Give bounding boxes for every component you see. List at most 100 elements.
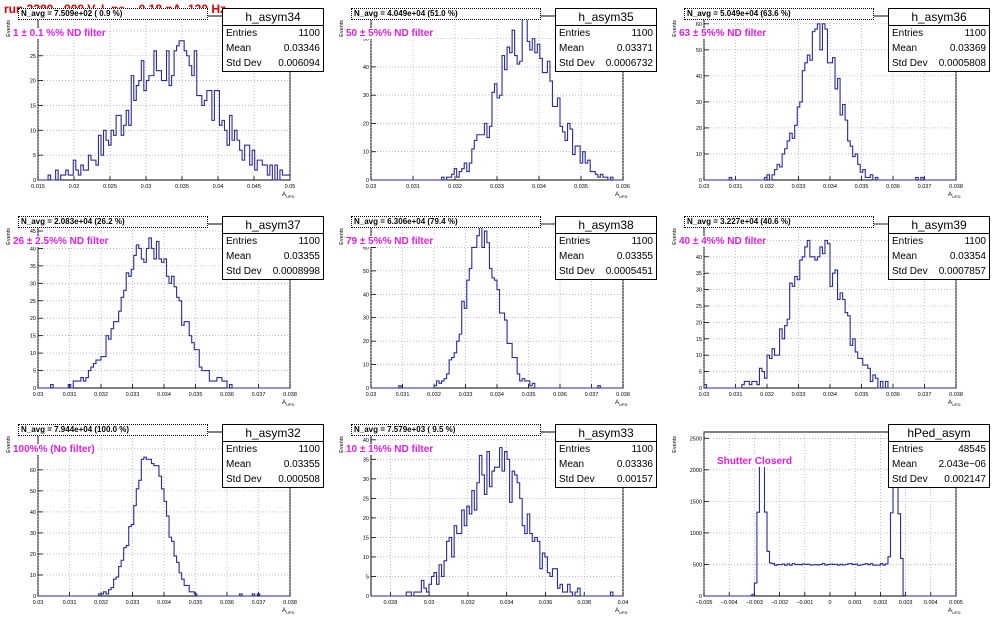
filter-annotation: 50 ± 5%% ND filter xyxy=(345,28,435,39)
x-tick-label: 0.035 xyxy=(189,392,203,398)
y-tick-label: 15 xyxy=(30,334,36,340)
y-tick-label: 2500 xyxy=(690,436,702,442)
histogram-name: h_asym32 xyxy=(223,425,323,442)
stats-label-mean: Mean xyxy=(892,43,918,54)
y-tick-label: 25 xyxy=(30,54,36,60)
stats-row-mean: Mean 0.03336 xyxy=(556,457,656,472)
y-tick-label: 10 xyxy=(696,152,702,158)
navg-label: N_avg = 7.509e+02 ( 0.9 %) xyxy=(18,8,208,20)
histogram-panel-h_asym32: 0.03 0.031 0.032 0.033 0.034 0.035 0.036 0.037 0… xyxy=(0,416,332,624)
histogram-name: h_asym37 xyxy=(223,217,323,234)
y-tick-label: 25 xyxy=(363,496,369,502)
stats-value-mean: 2.043e−06 xyxy=(938,459,986,470)
stats-row-stddev: Std Dev 0.00157 xyxy=(556,472,656,487)
navg-label: N_avg = 3.227e+04 (40.6 %) xyxy=(684,216,874,228)
stats-row-entries: Entries 1100 xyxy=(556,234,656,249)
x-axis-label: AUPD xyxy=(282,192,295,199)
x-tick-label: 0.031 xyxy=(729,392,743,398)
stats-value-entries: 1100 xyxy=(964,236,986,247)
histogram-name: h_asym34 xyxy=(223,9,323,26)
histogram-name: h_asym35 xyxy=(556,9,656,26)
histogram-panel-h_asym36: 0.03 0.031 0.032 0.033 0.034 0.035 0.036 0.037 0… xyxy=(666,0,998,208)
stats-label-stddev: Std Dev xyxy=(559,58,595,69)
x-tick-label: 0.05 xyxy=(285,184,296,190)
stats-label-entries: Entries xyxy=(559,236,591,247)
y-tick-label: 30 xyxy=(363,477,369,483)
stats-value-mean: 0.03354 xyxy=(949,251,986,262)
histogram-line xyxy=(371,225,623,389)
y-tick-label: 0 xyxy=(699,178,702,184)
navg-label: N_avg = 7.944e+04 (100.0 %) xyxy=(18,424,208,436)
x-axis-label: AUPD xyxy=(282,400,295,407)
x-tick-label: 0.033 xyxy=(792,392,806,398)
x-tick-label: 0.034 xyxy=(500,600,514,606)
stats-value-entries: 1100 xyxy=(631,444,653,455)
x-tick-label: 0.03 xyxy=(366,184,377,190)
x-tick-label: 0.031 xyxy=(63,392,77,398)
stats-row-stddev: Std Dev 0.0008998 xyxy=(223,264,323,279)
stats-row-mean: Mean 0.03371 xyxy=(556,41,656,56)
x-tick-label: 0.036 xyxy=(553,392,567,398)
stats-value-stddev: 0.000508 xyxy=(278,474,320,485)
y-tick-label: 10 xyxy=(696,353,702,359)
x-tick-label: 0.03 xyxy=(366,392,377,398)
y-tick-label: 20 xyxy=(30,79,36,85)
x-tick-label: 0.04 xyxy=(213,184,224,190)
x-tick-label: 0.036 xyxy=(886,184,900,190)
x-tick-label: 0.032 xyxy=(760,392,774,398)
stats-label-stddev: Std Dev xyxy=(226,474,262,485)
stats-row-stddev: Std Dev 0.0005451 xyxy=(556,264,656,279)
x-tick-label: 0.035 xyxy=(855,392,869,398)
x-tick-label: 0.038 xyxy=(616,392,630,398)
y-tick-label: 35 xyxy=(363,457,369,463)
histogram-panel-h_asym33: 0.028 0.03 0.032 0.034 0.036 0.038 0.04 0 5 10 15 2… xyxy=(333,416,665,624)
y-tick-label: 10 xyxy=(30,351,36,357)
histogram-name: h_asym38 xyxy=(556,217,656,234)
y-tick-label: 5 xyxy=(33,369,36,375)
histogram-name: hPed_asym xyxy=(889,425,989,442)
y-axis-label: Events xyxy=(339,20,345,37)
x-tick-label: 0.032 xyxy=(760,184,774,190)
histogram-name: h_asym33 xyxy=(556,425,656,442)
x-tick-label: 0.031 xyxy=(396,392,410,398)
y-tick-label: 1000 xyxy=(690,531,702,537)
stats-label-stddev: Std Dev xyxy=(559,474,595,485)
x-tick-label: 0.031 xyxy=(406,184,420,190)
histogram-panel-h_asym37: 0.03 0.031 0.032 0.033 0.034 0.035 0.036 0.037 0… xyxy=(0,208,332,416)
filter-annotation: 40 ± 4%% ND filter xyxy=(678,236,768,247)
x-axis-label: AUPD xyxy=(948,192,961,199)
y-tick-label: 35 xyxy=(30,264,36,270)
stats-row-mean: Mean 0.03355 xyxy=(223,249,323,264)
x-tick-label: 0.038 xyxy=(949,184,963,190)
y-tick-label: 30 xyxy=(363,93,369,99)
x-tick-label: 0.038 xyxy=(283,600,297,606)
stats-value-stddev: 0.002147 xyxy=(944,474,986,485)
stats-label-entries: Entries xyxy=(892,444,924,455)
histogram-line xyxy=(38,40,291,181)
y-tick-label: 10 xyxy=(363,150,369,156)
filter-annotation: 79 ± 5%% ND filter xyxy=(345,236,435,247)
x-tick-label: 0.028 xyxy=(384,600,398,606)
y-tick-label: 40 xyxy=(363,438,369,444)
y-axis-label: Events xyxy=(339,436,345,453)
x-tick-label: 0.032 xyxy=(448,184,462,190)
filter-annotation: 10 ± 1%% ND filter xyxy=(345,444,435,455)
y-tick-label: 30 xyxy=(363,316,369,322)
y-tick-label: 20 xyxy=(363,339,369,345)
stats-value-mean: 0.03371 xyxy=(616,43,653,54)
y-tick-label: 20 xyxy=(696,320,702,326)
x-tick-label: 0.034 xyxy=(157,600,171,606)
y-tick-label: 40 xyxy=(363,292,369,298)
stats-box: h_asym33 Entries 1100 Mean 0.03336 Std Dev 0.0… xyxy=(555,424,657,488)
stats-label-stddev: Std Dev xyxy=(892,58,928,69)
x-tick-label: −0.002 xyxy=(771,600,788,606)
y-tick-label: 5 xyxy=(699,370,702,376)
x-tick-label: 0.002 xyxy=(874,600,888,606)
stats-row-entries: Entries 1100 xyxy=(889,26,989,41)
stats-box: h_asym34 Entries 1100 Mean 0.03346 Std Dev 0.0… xyxy=(222,8,324,72)
y-tick-label: 1500 xyxy=(690,499,702,505)
histogram-line xyxy=(38,456,290,597)
filter-annotation: 63 ± 5%% ND filter xyxy=(678,28,768,39)
histogram-line xyxy=(371,15,623,181)
stats-value-stddev: 0.0006732 xyxy=(605,58,653,69)
